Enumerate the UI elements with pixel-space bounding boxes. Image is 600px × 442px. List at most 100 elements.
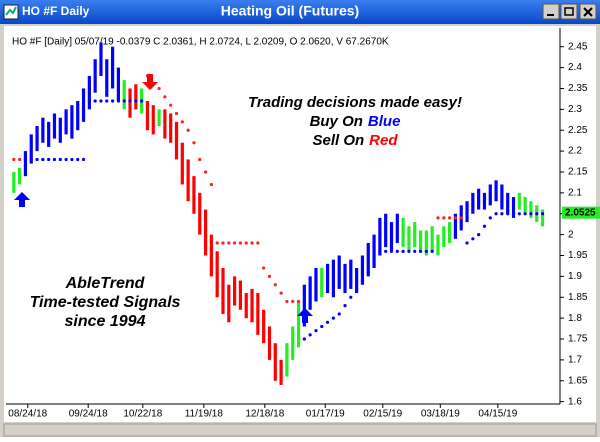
hilo-bar — [506, 192, 510, 214]
buy-stop — [331, 316, 335, 320]
buy-stop — [23, 157, 28, 162]
buy-stop — [349, 295, 353, 299]
buy-stop — [308, 333, 312, 337]
hilo-bar — [500, 184, 504, 210]
sell-text: Sell On — [312, 132, 364, 149]
hilo-bar — [169, 113, 173, 143]
y-tick-label: 1.85 — [568, 292, 588, 303]
hilo-bar — [23, 151, 28, 177]
hilo-bar — [221, 268, 225, 314]
buy-stop — [337, 312, 341, 316]
sell-stop — [238, 241, 243, 245]
hilo-bar — [413, 222, 417, 248]
hilo-bar — [442, 226, 446, 248]
hilo-bar — [471, 192, 475, 214]
hilo-bar — [163, 109, 167, 139]
sell-stop — [436, 216, 440, 220]
hilo-bar — [81, 88, 86, 122]
buy-stop — [70, 157, 74, 162]
y-tick-label: 1.75 — [568, 334, 588, 345]
hilo-bar — [296, 301, 301, 348]
hilo-bar — [511, 197, 516, 218]
hilo-bar — [407, 226, 411, 252]
hilo-bar — [314, 268, 318, 302]
hilo-bar — [465, 201, 469, 223]
hilo-bar — [436, 234, 440, 256]
buy-stop — [41, 157, 45, 162]
sell-stop — [453, 216, 458, 220]
sell-stop — [227, 241, 231, 245]
minimize-button[interactable] — [542, 3, 560, 20]
hilo-bar — [256, 293, 260, 335]
hilo-bar — [384, 213, 388, 248]
x-tick-label: 04/15/19 — [478, 409, 517, 420]
hilo-bar — [523, 197, 527, 214]
last-price-label: 2.0525 — [565, 207, 596, 218]
buy-stop — [482, 224, 487, 228]
hilo-bar — [453, 213, 458, 239]
buy-stop — [140, 99, 144, 103]
y-tick-label: 2.35 — [568, 83, 588, 94]
sell-stop — [273, 283, 277, 287]
hilo-bar — [110, 46, 115, 89]
hilo-bar — [145, 100, 150, 131]
marks — [12, 42, 545, 385]
sell-stop — [221, 241, 225, 245]
last-price-box — [562, 206, 600, 219]
hilo-bar — [273, 343, 277, 381]
buy-stop — [128, 99, 132, 103]
buy-stop — [314, 329, 318, 333]
buy-text: Buy On — [310, 113, 363, 130]
hilo-bar — [250, 288, 254, 323]
x-tick-label: 08/24/18 — [8, 409, 47, 420]
title-bar — [0, 0, 600, 24]
y-tick-label: 2.45 — [568, 41, 588, 52]
x-tick-label: 02/15/19 — [363, 409, 402, 420]
y-tick-label: 2.2 — [568, 146, 582, 157]
hilo-bar — [325, 263, 330, 294]
y-tick-label: 1.7 — [568, 355, 582, 366]
hilo-bar — [366, 242, 370, 277]
hilo-bar — [93, 59, 97, 93]
brand-since: since 1994 — [65, 313, 146, 330]
hilo-bar — [308, 276, 312, 310]
buy-stop — [64, 157, 68, 162]
y-tick-label: 2 — [568, 229, 574, 240]
hilo-bar — [227, 284, 231, 323]
maximize-button[interactable] — [560, 3, 578, 20]
sell-stop — [174, 111, 179, 116]
sell-stop — [233, 241, 237, 245]
hilo-bar — [488, 184, 492, 206]
buy-stop — [540, 212, 545, 216]
buy-stop — [93, 99, 97, 103]
hilo-bar — [29, 134, 33, 164]
buy-stop — [47, 157, 51, 162]
y-tick-label: 2.3 — [568, 104, 582, 115]
hilo-bar — [389, 222, 394, 252]
hilo-bar — [372, 234, 376, 269]
sell-note: Sell On Red — [312, 132, 398, 149]
close-glyph — [583, 7, 593, 17]
buy-stop — [372, 262, 376, 266]
hilo-bar — [430, 226, 434, 252]
hilo-bar — [128, 88, 132, 118]
hilo-bar — [186, 159, 190, 202]
buy-stop — [511, 212, 516, 216]
hilo-bar — [70, 105, 74, 139]
buy-stop — [401, 249, 405, 253]
y-tick-label: 2.15 — [568, 167, 588, 178]
hilo-bar — [401, 217, 405, 248]
buy-stop — [302, 337, 306, 341]
hilo-bar — [482, 192, 487, 210]
sell-stop — [448, 216, 452, 220]
hilo-bar — [35, 126, 39, 152]
hilo-bar — [448, 222, 452, 243]
sell-stop — [285, 299, 289, 304]
scroll-bar[interactable] — [3, 423, 597, 437]
buy-stop — [81, 157, 86, 162]
headline: Trading decisions made easy! — [248, 94, 462, 111]
buy-stop — [105, 99, 109, 103]
hilo-bar — [192, 176, 196, 214]
buy-stop — [488, 216, 492, 220]
